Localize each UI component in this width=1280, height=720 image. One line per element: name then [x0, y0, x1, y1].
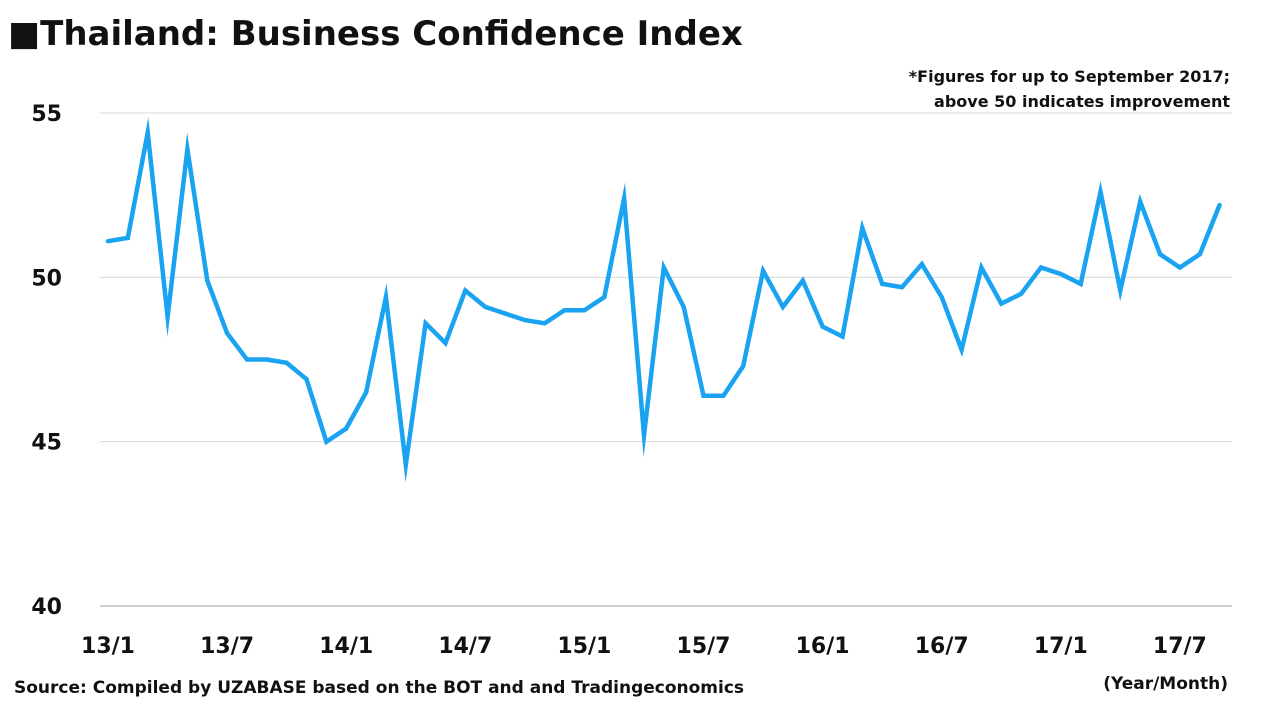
data-point	[780, 304, 786, 310]
x-axis-ticks: 13/1 13/7 14/1 14/7 15/1 15/7 16/1 16/7 17/1 17/7	[81, 634, 1207, 659]
x-axis-unit-label: (Year/Month)	[1103, 674, 1228, 694]
data-point	[760, 268, 766, 273]
data-point	[721, 393, 726, 398]
data-point	[324, 439, 329, 444]
x-tick-label: 14/7	[438, 634, 492, 659]
data-point	[1098, 189, 1103, 195]
data-point	[582, 308, 587, 313]
data-point	[482, 304, 488, 310]
data-point	[244, 357, 250, 362]
data-point	[423, 321, 428, 326]
data-point	[621, 196, 627, 201]
data-point	[145, 130, 150, 135]
data-point	[1138, 199, 1143, 204]
data-point	[1118, 288, 1123, 293]
x-tick-label: 16/7	[915, 634, 969, 659]
series-group	[105, 117, 1222, 483]
data-point	[542, 321, 547, 326]
x-tick-label: 17/7	[1153, 634, 1207, 659]
chart-title: ■Thailand: Business Confidence Index	[8, 14, 743, 54]
data-point	[879, 281, 885, 287]
data-point	[919, 261, 925, 267]
x-tick-label: 16/1	[796, 634, 850, 659]
y-tick-label: 50	[31, 266, 62, 291]
data-point	[840, 334, 845, 339]
x-tick-label: 14/1	[319, 634, 373, 659]
data-point	[502, 311, 508, 316]
x-tick-label: 17/1	[1034, 634, 1088, 659]
chart-note: *Figures for up to September 2017; above…	[870, 64, 1230, 114]
y-tick-label: 45	[31, 431, 62, 456]
data-point	[979, 265, 984, 270]
data-point	[860, 225, 865, 231]
data-point	[463, 288, 468, 293]
data-point	[899, 284, 905, 290]
data-point	[363, 390, 369, 395]
data-point	[224, 331, 230, 336]
data-point	[661, 265, 666, 270]
data-point	[820, 324, 825, 329]
x-tick-label: 13/7	[200, 634, 254, 659]
data-point	[403, 462, 408, 467]
data-point	[959, 347, 964, 352]
series-line	[107, 117, 1222, 483]
data-point	[800, 278, 805, 283]
data-point	[1217, 202, 1222, 208]
data-point	[939, 294, 944, 300]
data-point	[1197, 252, 1202, 257]
data-point	[999, 301, 1004, 306]
data-point	[1078, 281, 1083, 287]
data-point	[1018, 291, 1024, 296]
data-point	[344, 426, 349, 431]
data-point	[185, 146, 190, 152]
data-point	[125, 235, 131, 241]
data-point	[264, 357, 269, 362]
data-point	[383, 294, 389, 300]
note-line-1: *Figures for up to September 2017;	[908, 67, 1230, 86]
data-point	[105, 238, 111, 244]
data-point	[1177, 265, 1183, 270]
data-point	[562, 308, 567, 313]
data-point	[205, 278, 210, 283]
y-axis-ticks: 40 45 50 55	[31, 102, 62, 620]
data-point	[522, 317, 528, 323]
gridlines	[100, 112, 1232, 607]
y-tick-label: 40	[31, 595, 62, 620]
data-point	[1058, 271, 1064, 277]
data-point	[304, 377, 309, 382]
data-point	[701, 393, 706, 398]
data-point	[284, 360, 289, 365]
data-point	[681, 304, 686, 310]
data-point	[165, 314, 170, 319]
data-point	[1157, 252, 1163, 257]
note-line-2: above 50 indicates improvement	[934, 92, 1230, 111]
data-point	[602, 294, 607, 300]
x-tick-label: 13/1	[81, 634, 135, 659]
source-note: Source: Compiled by UZABASE based on the…	[14, 678, 745, 698]
data-point	[741, 363, 746, 369]
x-tick-label: 15/1	[557, 634, 611, 659]
data-point	[443, 340, 448, 346]
x-tick-label: 15/7	[677, 634, 731, 659]
y-tick-label: 55	[31, 102, 62, 127]
data-point	[641, 432, 647, 438]
data-point	[1038, 265, 1044, 270]
